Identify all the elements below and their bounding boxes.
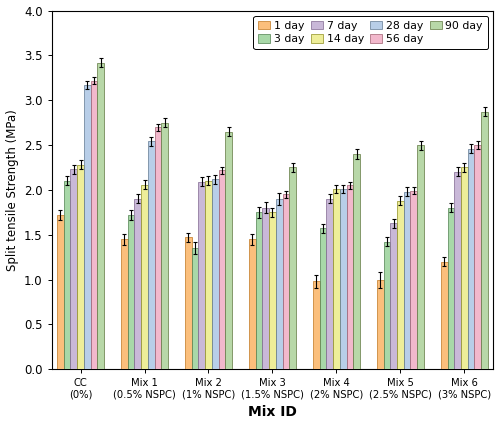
Bar (70, 169, 77, 369)
Bar (461, 167, 468, 369)
Bar (212, 179, 218, 369)
Bar (353, 154, 360, 369)
Bar (148, 142, 154, 369)
Bar (410, 191, 417, 369)
Bar (128, 215, 134, 369)
Bar (64, 181, 70, 369)
Bar (320, 229, 326, 369)
Bar (474, 145, 481, 369)
Bar (185, 238, 192, 369)
Bar (346, 185, 353, 369)
Bar (417, 145, 424, 369)
Bar (313, 281, 320, 369)
Bar (256, 212, 262, 369)
Bar (198, 182, 205, 369)
Bar (262, 208, 269, 369)
Bar (377, 280, 384, 369)
Bar (249, 239, 256, 369)
Bar (333, 189, 340, 369)
Bar (282, 194, 290, 369)
Bar (205, 181, 212, 369)
Bar (468, 149, 474, 369)
Bar (404, 192, 410, 369)
Bar (121, 239, 128, 369)
Bar (441, 262, 448, 369)
Bar (98, 62, 104, 369)
Bar (448, 208, 454, 369)
Bar (326, 199, 333, 369)
Bar (290, 167, 296, 369)
Bar (77, 165, 84, 369)
Bar (226, 132, 232, 369)
Bar (84, 85, 90, 369)
Bar (134, 199, 141, 369)
Bar (269, 212, 276, 369)
Bar (454, 172, 461, 369)
Bar (390, 223, 397, 369)
Bar (481, 112, 488, 369)
Legend: 1 day, 3 day, 7 day, 14 day, 28 day, 56 day, 90 day: 1 day, 3 day, 7 day, 14 day, 28 day, 56 … (254, 16, 488, 49)
Bar (276, 199, 282, 369)
Bar (162, 123, 168, 369)
Bar (141, 184, 148, 369)
Bar (90, 80, 98, 369)
Bar (340, 189, 346, 369)
Y-axis label: Split tensile Strength (MPa): Split tensile Strength (MPa) (6, 109, 18, 271)
Bar (57, 215, 64, 369)
Bar (218, 170, 226, 369)
X-axis label: Mix ID: Mix ID (248, 405, 297, 419)
Bar (192, 248, 198, 369)
Bar (397, 201, 404, 369)
Bar (154, 127, 162, 369)
Bar (384, 242, 390, 369)
